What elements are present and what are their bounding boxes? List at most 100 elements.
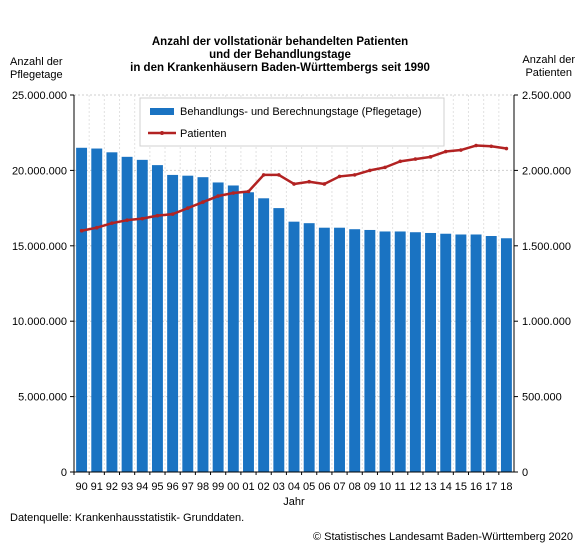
patienten-point-97 [185, 206, 190, 210]
x-tick-label-99: 99 [212, 481, 224, 493]
x-tick-label-10: 10 [379, 481, 391, 493]
patienten-point-05 [307, 179, 311, 184]
bar-02 [258, 198, 270, 472]
x-tick-label-91: 91 [91, 481, 103, 493]
patienten-point-13 [428, 155, 433, 159]
patienten-point-92 [110, 221, 114, 225]
patienten-point-00 [231, 191, 236, 195]
x-tick-label-92: 92 [106, 481, 118, 493]
chart-title-line-3: in den Krankenhäusern Baden-Württembergs… [130, 62, 430, 74]
y-right-tick-label: 500.000 [522, 392, 562, 404]
x-tick-label-90: 90 [75, 481, 87, 493]
bar-92 [106, 152, 118, 472]
bar-97 [182, 175, 194, 473]
x-tick-label-15: 15 [455, 481, 467, 493]
y-right-tick-label: 0 [522, 467, 528, 479]
bar-08 [349, 229, 361, 472]
patienten-point-16 [474, 143, 478, 148]
patienten-point-08 [352, 173, 357, 177]
legend-swatch-line-marker [160, 131, 164, 135]
bar-90 [76, 147, 88, 472]
x-tick-label-08: 08 [349, 481, 361, 493]
patienten-point-98 [201, 200, 205, 204]
patienten-point-14 [443, 149, 448, 154]
y-axis-right-label: Anzahl der Patienten [522, 54, 575, 80]
x-tick-label-07: 07 [333, 481, 345, 493]
copyright-note: © Statistisches Landesamt Baden-Württemb… [312, 531, 573, 543]
x-tick-label-18: 18 [500, 481, 512, 493]
bar-94 [136, 159, 148, 472]
patienten-point-17 [489, 144, 494, 149]
y-axis-right-label-line-2: Patienten [525, 67, 572, 79]
x-tick-label-01: 01 [242, 481, 254, 493]
chart-title-line-2: und der Behandlungstage [209, 49, 351, 61]
patienten-point-03 [277, 173, 281, 177]
patienten-point-06 [322, 182, 327, 186]
x-tick-label-04: 04 [288, 481, 300, 493]
bar-18 [500, 238, 512, 472]
patienten-point-94 [140, 216, 145, 221]
legend-box [139, 97, 445, 147]
bar-09 [364, 229, 376, 472]
chart-title-line-1: Anzahl der vollstationär behandelten Pat… [151, 36, 409, 48]
bar-12 [409, 232, 421, 472]
bar-99 [212, 182, 224, 473]
bar-06 [318, 227, 330, 472]
bar-91 [91, 148, 103, 472]
x-tick-label-16: 16 [470, 481, 482, 493]
patienten-point-93 [125, 218, 129, 222]
patienten-point-15 [459, 148, 463, 152]
x-tick-label-06: 06 [318, 481, 330, 493]
legend-label-line: Patienten [180, 128, 226, 140]
x-tick-label-14: 14 [440, 481, 452, 493]
y-axis-left-label-line-1: Anzahl der [10, 56, 63, 68]
bar-95 [151, 165, 163, 472]
x-tick-label-97: 97 [182, 481, 194, 493]
bar-98 [197, 177, 209, 472]
x-tick-label-11: 11 [394, 481, 405, 493]
y-left-tick-label: 0 [61, 467, 67, 479]
x-tick-label-12: 12 [409, 481, 421, 493]
bar-01 [243, 192, 254, 473]
y-left-tick-label: 5.000.000 [18, 392, 67, 404]
patienten-point-95 [155, 213, 160, 218]
patienten-point-04 [292, 182, 296, 186]
x-tick-label-98: 98 [197, 481, 209, 493]
patienten-point-02 [261, 173, 266, 177]
patienten-point-10 [383, 165, 387, 170]
bar-96 [167, 174, 179, 472]
y-left-tick-label: 20.000.000 [12, 165, 67, 177]
x-axis-label: Jahr [283, 496, 305, 508]
patienten-point-11 [398, 159, 403, 164]
x-tick-label-96: 96 [166, 481, 178, 493]
patienten-point-90 [79, 228, 84, 233]
bar-04 [288, 221, 300, 472]
legend-label-bar: Behandlungs- und Berechnungstage (Pflege… [180, 106, 422, 118]
y-right-tick-label: 1.500.000 [522, 241, 571, 253]
patienten-point-09 [368, 168, 372, 173]
chart-title: Anzahl der vollstationär behandelten Pat… [60, 36, 500, 75]
bar-00 [227, 185, 239, 473]
patienten-point-07 [337, 174, 342, 179]
data-source-note: Datenquelle: Krankenhausstatistik- Grund… [10, 512, 245, 524]
bar-10 [379, 231, 391, 472]
bar-15 [455, 234, 467, 472]
y-right-tick-label: 2.500.000 [522, 90, 571, 102]
x-tick-label-00: 00 [227, 481, 239, 493]
y-left-tick-label: 25.000.000 [12, 90, 67, 102]
y-right-tick-label: 1.000.000 [522, 316, 571, 328]
patienten-point-91 [94, 225, 99, 230]
bar-07 [334, 227, 345, 472]
bar-13 [425, 232, 437, 472]
y-axis-left-label: Anzahl der Pflegetage [10, 56, 63, 82]
x-tick-label-17: 17 [485, 481, 497, 493]
patienten-point-96 [170, 212, 175, 216]
bar-17 [485, 235, 497, 472]
x-tick-label-95: 95 [151, 481, 163, 493]
bar-16 [470, 234, 482, 472]
patienten-point-01 [246, 189, 251, 194]
y-axis-left-label-line-2: Pflegetage [10, 69, 63, 81]
patienten-point-12 [413, 157, 418, 161]
patienten-point-99 [216, 194, 220, 198]
